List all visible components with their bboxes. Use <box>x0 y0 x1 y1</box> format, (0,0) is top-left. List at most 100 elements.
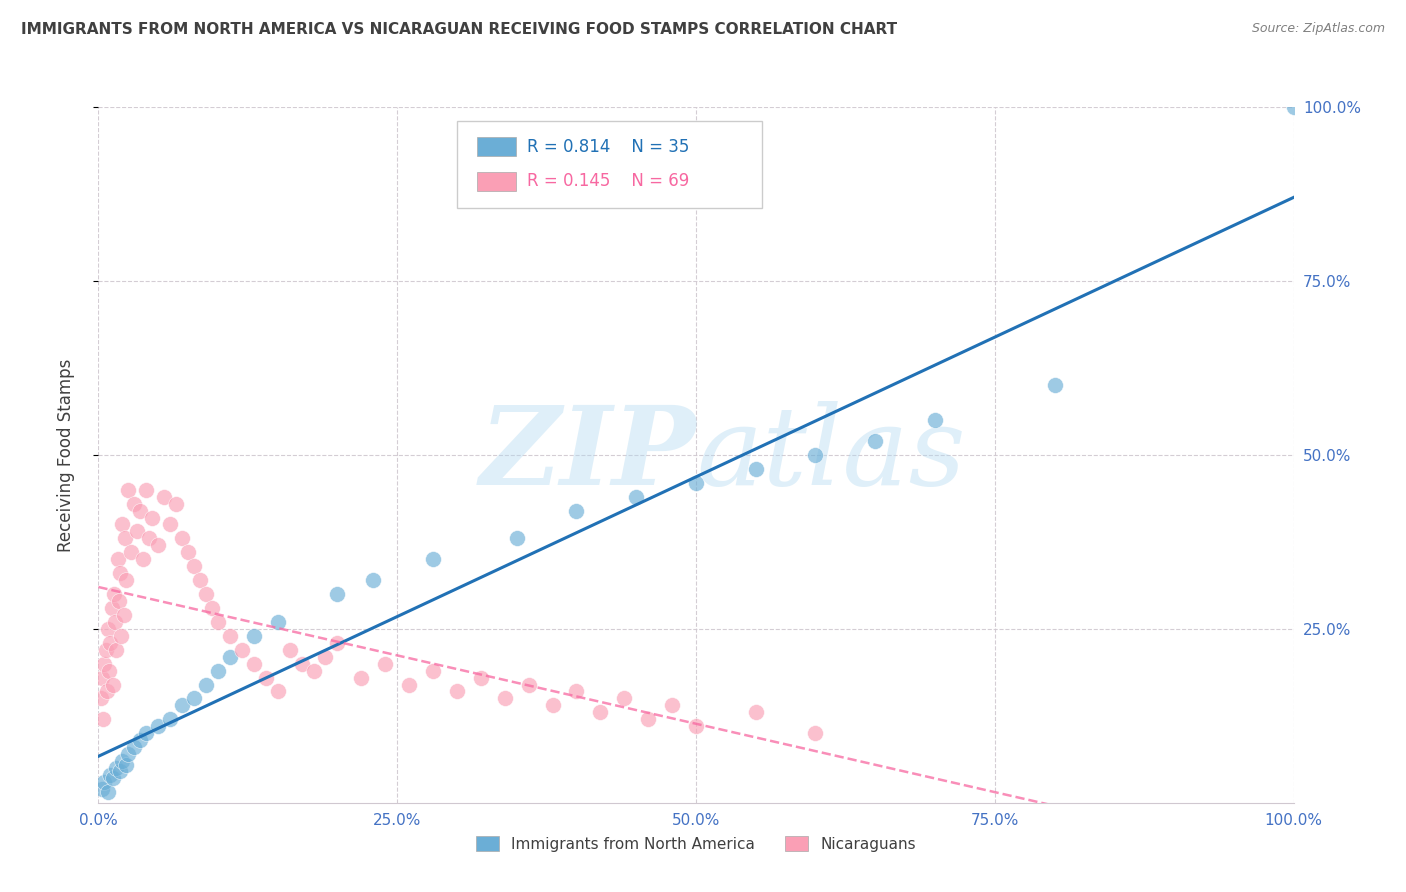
Point <box>613 691 636 706</box>
Point <box>101 677 124 691</box>
Point <box>183 559 205 574</box>
Point <box>804 448 827 462</box>
Point <box>93 775 115 789</box>
Point <box>111 517 134 532</box>
Point <box>685 475 707 490</box>
Point <box>115 757 138 772</box>
Point <box>278 642 301 657</box>
Point <box>470 671 492 685</box>
Point <box>159 712 181 726</box>
Point <box>291 657 314 671</box>
Point <box>207 664 229 678</box>
Point <box>148 719 170 733</box>
Point <box>117 747 139 761</box>
Point <box>141 510 163 524</box>
Point <box>138 532 160 546</box>
Point <box>135 483 157 497</box>
Point <box>745 462 768 476</box>
Point <box>243 657 266 671</box>
Point <box>1282 100 1305 114</box>
Point <box>111 754 134 768</box>
Point <box>153 490 176 504</box>
FancyBboxPatch shape <box>457 121 762 208</box>
Point <box>124 497 146 511</box>
Point <box>326 587 349 601</box>
Point <box>195 587 218 601</box>
Point <box>135 726 157 740</box>
Point <box>398 677 420 691</box>
Point <box>105 761 128 775</box>
Point <box>565 503 588 517</box>
Point <box>685 719 707 733</box>
Point <box>865 434 887 448</box>
Point <box>177 545 200 559</box>
Point <box>108 764 131 779</box>
Text: R = 0.814    N = 35: R = 0.814 N = 35 <box>527 137 690 156</box>
Point <box>804 726 827 740</box>
Point <box>108 566 131 581</box>
Text: R = 0.145    N = 69: R = 0.145 N = 69 <box>527 172 690 191</box>
Y-axis label: Receiving Food Stamps: Receiving Food Stamps <box>56 359 75 551</box>
Point <box>302 664 325 678</box>
Point <box>565 684 588 698</box>
Point <box>91 712 114 726</box>
Point <box>326 636 349 650</box>
Point <box>98 768 122 782</box>
Point <box>165 497 187 511</box>
Point <box>91 781 114 796</box>
Point <box>188 573 211 587</box>
Point <box>107 552 129 566</box>
Point <box>315 649 337 664</box>
Point <box>201 601 224 615</box>
Text: IMMIGRANTS FROM NORTH AMERICA VS NICARAGUAN RECEIVING FOOD STAMPS CORRELATION CH: IMMIGRANTS FROM NORTH AMERICA VS NICARAG… <box>21 22 897 37</box>
Point <box>626 490 648 504</box>
Point <box>541 698 564 713</box>
Point <box>494 691 516 706</box>
Point <box>446 684 468 698</box>
Point <box>374 657 396 671</box>
Point <box>172 532 194 546</box>
Point <box>93 657 115 671</box>
Legend: Immigrants from North America, Nicaraguans: Immigrants from North America, Nicaragua… <box>470 830 922 858</box>
Point <box>506 532 529 546</box>
Point <box>148 538 170 552</box>
Point <box>129 733 152 747</box>
Point <box>114 532 136 546</box>
Point <box>107 594 129 608</box>
Point <box>195 677 218 691</box>
Point <box>661 698 683 713</box>
Point <box>422 664 444 678</box>
Point <box>637 712 659 726</box>
FancyBboxPatch shape <box>477 137 516 156</box>
Point <box>97 785 120 799</box>
Point <box>422 552 444 566</box>
Point <box>745 706 768 720</box>
Point <box>219 629 242 643</box>
Point <box>159 517 181 532</box>
Point <box>124 740 146 755</box>
Point <box>91 671 114 685</box>
Point <box>363 573 385 587</box>
Point <box>110 629 132 643</box>
Point <box>117 483 139 497</box>
Point <box>103 587 125 601</box>
Point <box>267 615 290 629</box>
Text: Source: ZipAtlas.com: Source: ZipAtlas.com <box>1251 22 1385 36</box>
Point <box>125 524 148 539</box>
Point <box>589 706 612 720</box>
Point <box>350 671 373 685</box>
FancyBboxPatch shape <box>477 172 516 191</box>
Point <box>115 573 138 587</box>
Point <box>924 413 946 427</box>
Point <box>94 642 117 657</box>
Point <box>207 615 229 629</box>
Point <box>172 698 194 713</box>
Point <box>183 691 205 706</box>
Text: atlas: atlas <box>696 401 966 508</box>
Point <box>243 629 266 643</box>
Point <box>267 684 290 698</box>
Point <box>98 664 121 678</box>
Point <box>129 503 152 517</box>
Point <box>104 615 127 629</box>
Point <box>1043 378 1066 392</box>
